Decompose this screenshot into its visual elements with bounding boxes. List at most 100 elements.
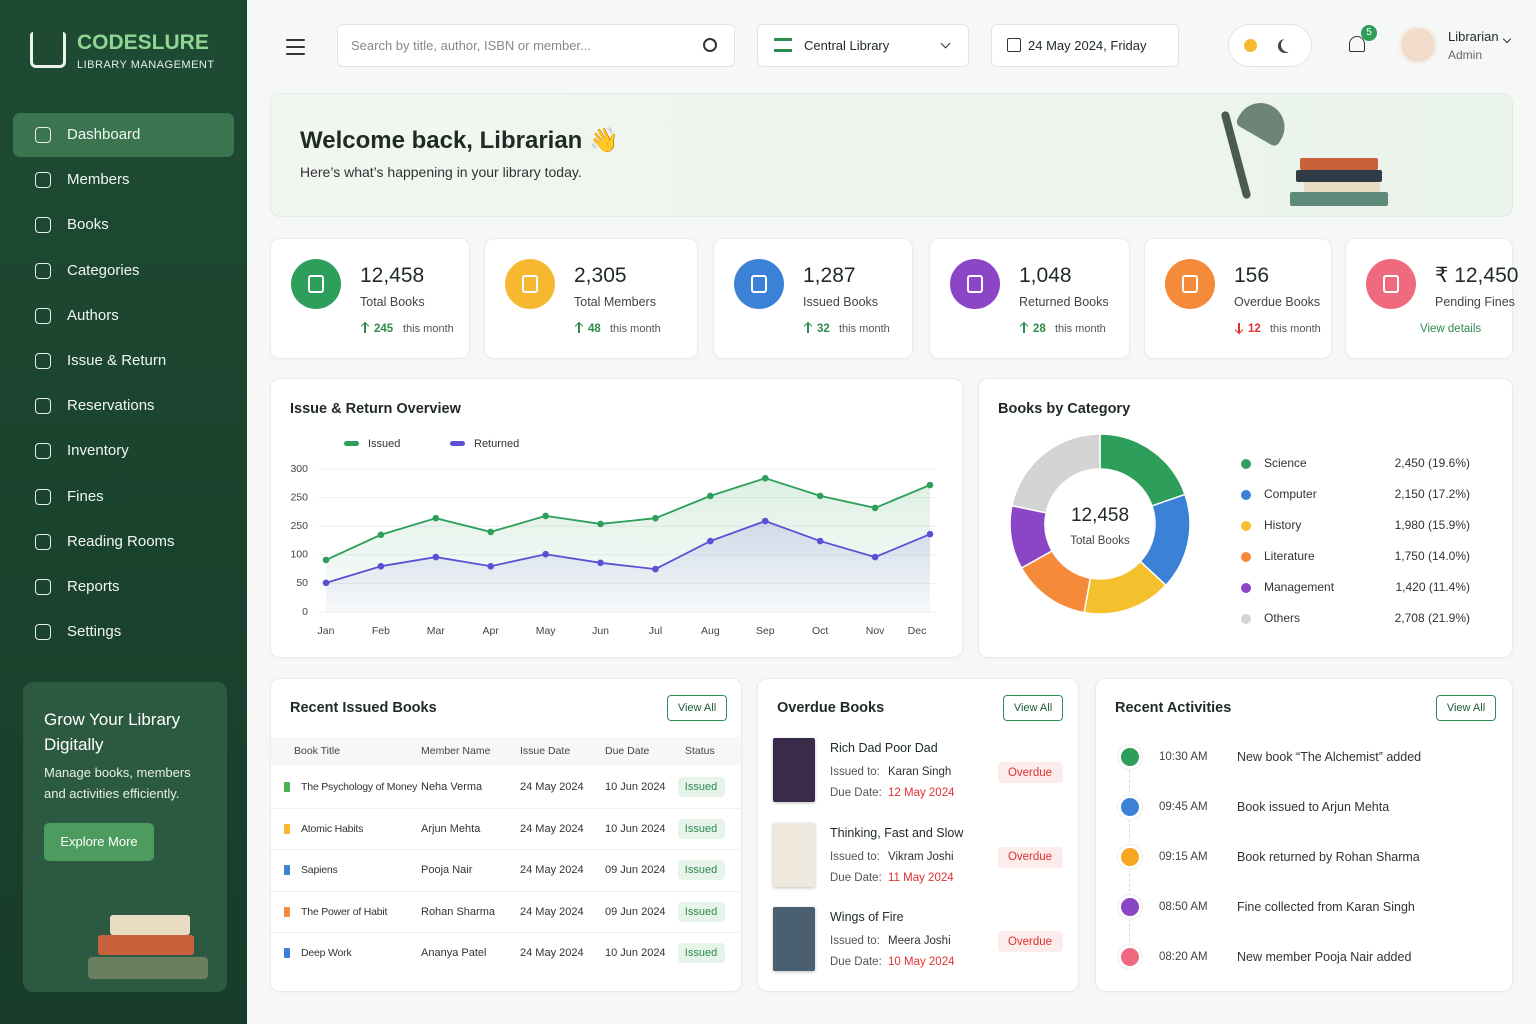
point (322, 579, 330, 587)
view-all-label[interactable]: View All (1013, 702, 1053, 714)
y-tick-label: 300 (290, 463, 308, 475)
stat-change-text: this month (839, 323, 890, 335)
status: Issued (684, 947, 718, 960)
legend-label: Returned (474, 438, 519, 450)
legend-swatch (1241, 614, 1251, 624)
overdue-badge (998, 846, 1063, 868)
stat-label: Pending Fines (1435, 295, 1515, 309)
nav-item[interactable]: Authors (67, 306, 119, 324)
nav-item[interactable]: Categories (67, 261, 140, 279)
overdue-status: Overdue (1007, 935, 1053, 948)
point (377, 562, 385, 570)
welcome-title: Welcome back, Librarian 👋 (300, 127, 619, 154)
line (325, 520, 931, 584)
table-cell: 10 Jun 2024 (605, 947, 666, 960)
x-tick-label: Apr (483, 625, 500, 637)
legend-swatch (1241, 521, 1251, 531)
x-tick-label: Sep (756, 625, 775, 637)
point (871, 504, 879, 512)
nav-icon (35, 307, 51, 324)
table-cell: 09 Jun 2024 (605, 864, 666, 877)
view-all-button[interactable] (1003, 695, 1063, 721)
nav-item[interactable]: Inventory (67, 442, 129, 460)
stat-label: Issued Books (803, 295, 879, 309)
menu-icon[interactable] (286, 39, 305, 41)
theme-toggle[interactable] (1228, 24, 1312, 67)
table-cell: 24 May 2024 (520, 864, 584, 877)
x-tick-label: Oct (812, 625, 828, 637)
point (597, 520, 604, 528)
table-cell: Atomic Habits (301, 822, 364, 835)
point (652, 514, 659, 522)
nav-item[interactable]: Reports (67, 578, 120, 595)
status-badge (678, 901, 725, 922)
value-label: 2,708 (21.9%) (1395, 611, 1470, 625)
legend-label: Computer (1264, 487, 1317, 501)
section-title: Recent Activities (1115, 700, 1232, 716)
pie-center-label: Total Books (1070, 535, 1130, 547)
nav-item[interactable]: Books (67, 216, 109, 234)
stat-icon-glyph (751, 275, 767, 293)
avatar[interactable] (1398, 25, 1438, 65)
view-all-button[interactable] (1436, 695, 1496, 721)
promo-button[interactable] (44, 823, 154, 861)
point (871, 553, 879, 561)
table-cell: 24 May 2024 (520, 947, 584, 960)
point (816, 492, 824, 500)
view-all-button[interactable] (667, 695, 727, 721)
nav-item[interactable]: Dashboard (67, 126, 141, 143)
overdue-badge (998, 931, 1063, 952)
activity-icon (1118, 795, 1142, 819)
book-cover (773, 822, 815, 887)
point (377, 531, 385, 539)
point (926, 481, 934, 489)
table-cell: Neha Verma (421, 781, 483, 793)
due-date-label: Due Date: (830, 956, 882, 968)
point (816, 537, 824, 545)
table-cell: Pooja Nair (421, 864, 473, 877)
nav-icon (35, 624, 51, 641)
table-cell: Ananya Patel (421, 947, 487, 960)
nav-item[interactable]: Reservations (67, 397, 155, 415)
point (487, 528, 495, 536)
book-cover (773, 738, 815, 802)
stat-link[interactable]: View details (1420, 323, 1482, 335)
trend-arrow (1238, 323, 1240, 333)
nav-item[interactable]: Issue & Return (67, 352, 167, 369)
stat-icon-glyph (522, 275, 538, 293)
stat-icon-glyph (1383, 275, 1399, 293)
notification-badge (1361, 25, 1377, 41)
bell-icon[interactable] (1349, 36, 1365, 52)
y-tick-label: 100 (290, 549, 308, 561)
stat-icon-glyph (308, 275, 324, 293)
stat-icon-glyph (967, 275, 983, 293)
table-cell: 24 May 2024 (520, 905, 584, 918)
nav-item[interactable]: Members (67, 171, 130, 189)
activity-icon (1118, 845, 1142, 869)
menu-icon[interactable] (286, 46, 305, 48)
column-header: Member Name (421, 745, 491, 757)
nav-item[interactable]: Fines (67, 487, 104, 505)
nav-item[interactable]: Reading Rooms (67, 532, 175, 550)
status-badge (678, 860, 725, 881)
stat-change: 32 (817, 323, 830, 335)
notification-count: 5 (1366, 27, 1372, 38)
nav-icon (35, 353, 51, 369)
menu-icon[interactable] (286, 53, 305, 55)
due-date-label: Due Date: (830, 871, 882, 884)
search-box[interactable] (337, 24, 735, 67)
x-tick-label: May (536, 625, 557, 637)
library-select[interactable] (757, 24, 969, 67)
promo-button-label[interactable]: Explore More (60, 834, 138, 849)
nav-item[interactable]: Settings (67, 623, 122, 641)
view-all-label[interactable]: View All (677, 702, 717, 714)
stat-value: 1,287 (803, 264, 856, 287)
stat-icon (1165, 259, 1215, 309)
book-icon (284, 823, 290, 834)
view-all-label[interactable]: View All (1446, 702, 1486, 714)
legend-label: History (1264, 518, 1301, 532)
legend-swatch (1241, 583, 1251, 593)
table-cell: Arjun Mehta (421, 822, 481, 835)
y-tick-label: 0 (302, 606, 308, 618)
point (322, 556, 330, 564)
